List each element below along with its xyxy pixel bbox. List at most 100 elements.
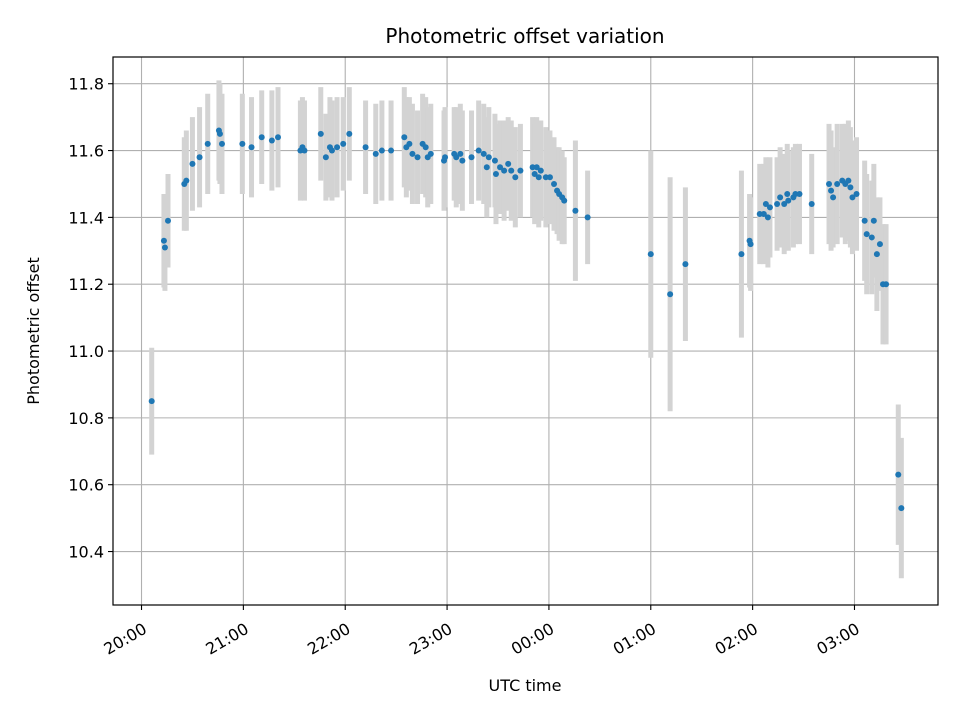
data-point xyxy=(346,130,353,137)
data-point xyxy=(258,134,265,141)
data-point xyxy=(406,140,413,147)
data-point xyxy=(165,217,171,224)
data-points xyxy=(148,127,905,512)
data-point xyxy=(861,217,868,224)
plot-frame xyxy=(112,56,939,606)
data-point xyxy=(497,164,504,171)
data-point xyxy=(340,140,347,147)
data-point xyxy=(453,154,460,161)
data-point xyxy=(784,191,791,197)
data-point xyxy=(781,201,788,208)
data-point xyxy=(401,134,408,141)
data-point xyxy=(508,167,515,174)
data-point xyxy=(328,147,335,154)
data-point xyxy=(457,150,464,157)
data-point xyxy=(561,197,568,204)
data-point xyxy=(760,211,767,218)
data-point xyxy=(766,204,773,211)
data-point xyxy=(777,194,784,201)
data-point xyxy=(422,144,429,151)
data-point xyxy=(808,201,815,208)
data-point xyxy=(898,505,905,512)
data-point xyxy=(537,167,544,174)
data-point xyxy=(492,170,499,177)
y-axis-label: Photometric offset xyxy=(24,257,43,405)
y-tick-label: 10.6 xyxy=(68,476,104,495)
data-point xyxy=(533,164,540,171)
data-point xyxy=(480,150,487,157)
data-point xyxy=(535,174,542,181)
data-point xyxy=(667,291,674,298)
data-point xyxy=(218,140,225,147)
data-point xyxy=(442,154,449,161)
chart-title: Photometric offset variation xyxy=(385,24,664,48)
data-point xyxy=(378,147,385,154)
data-point xyxy=(764,214,771,221)
data-point xyxy=(785,197,792,204)
y-tick-label: 11.0 xyxy=(68,342,104,361)
data-point xyxy=(870,217,877,224)
data-point xyxy=(322,154,329,161)
data-point xyxy=(501,167,508,174)
data-point xyxy=(584,214,591,221)
data-point xyxy=(301,147,308,154)
data-point xyxy=(483,164,490,171)
data-point xyxy=(183,177,190,184)
data-point xyxy=(268,137,275,144)
data-point xyxy=(148,398,155,405)
data-point xyxy=(512,174,519,181)
data-point xyxy=(362,144,369,151)
data-point xyxy=(551,180,558,187)
data-point xyxy=(388,147,395,154)
data-point xyxy=(485,154,492,161)
data-point xyxy=(459,157,466,164)
y-tick-label: 11.4 xyxy=(68,208,104,227)
data-point xyxy=(372,150,379,157)
data-point xyxy=(505,160,512,167)
data-point xyxy=(546,174,553,181)
data-point xyxy=(845,177,852,184)
data-point xyxy=(572,207,579,214)
data-point xyxy=(275,134,281,141)
data-point xyxy=(682,261,689,268)
data-point xyxy=(830,194,837,201)
data-point xyxy=(491,157,498,164)
data-point xyxy=(796,191,803,197)
data-point xyxy=(189,160,196,167)
data-point xyxy=(647,251,654,258)
data-point xyxy=(828,187,835,194)
y-axis-ticks: 10.4 10.6 10.8 11.0 11.2 11.4 11.6 11.8 xyxy=(68,75,113,562)
data-point xyxy=(204,140,211,147)
data-point xyxy=(834,180,841,187)
y-tick-label: 11.2 xyxy=(68,275,104,294)
data-point xyxy=(517,167,524,174)
data-point xyxy=(868,234,875,241)
data-point xyxy=(414,154,421,161)
data-point xyxy=(317,130,324,137)
data-point xyxy=(216,130,223,137)
data-point xyxy=(762,201,769,208)
data-point xyxy=(883,281,890,288)
data-point xyxy=(849,194,856,201)
data-point xyxy=(161,244,168,251)
data-point xyxy=(895,471,902,478)
data-point xyxy=(531,170,538,177)
data-point xyxy=(160,237,167,244)
data-point xyxy=(475,147,482,154)
data-point xyxy=(239,140,246,147)
data-point xyxy=(826,180,833,187)
data-point xyxy=(409,150,416,157)
data-point xyxy=(863,231,870,238)
data-point xyxy=(847,184,854,191)
data-point xyxy=(248,144,255,151)
data-point xyxy=(853,191,860,197)
data-point xyxy=(873,251,880,258)
y-tick-label: 11.8 xyxy=(68,75,104,94)
data-point xyxy=(468,154,475,161)
x-axis-label: UTC time xyxy=(489,676,562,695)
data-point xyxy=(876,241,883,248)
data-point xyxy=(738,251,745,258)
y-tick-label: 10.8 xyxy=(68,409,104,428)
data-point xyxy=(196,154,203,161)
